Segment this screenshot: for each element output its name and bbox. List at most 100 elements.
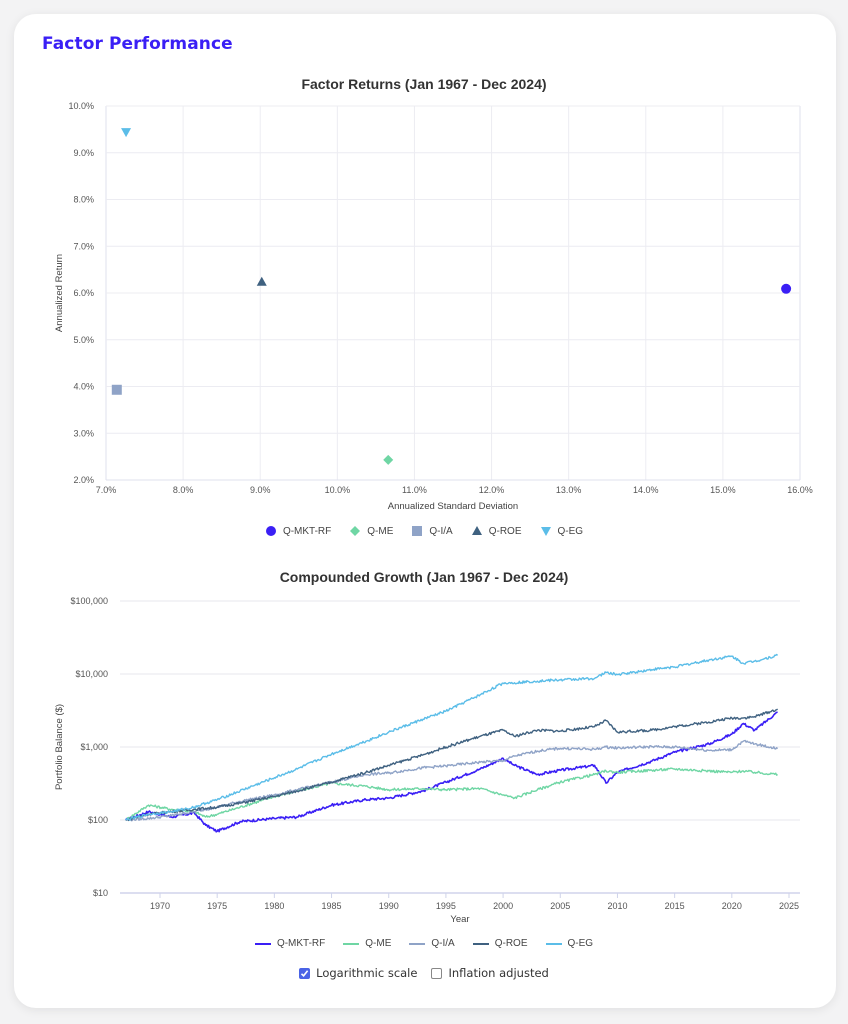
point-q-me[interactable]: [383, 454, 394, 465]
y-tick-label: 7.0%: [73, 241, 94, 251]
x-axis-label: Year: [450, 914, 469, 925]
legend-label: Q-I/A: [429, 525, 453, 537]
y-tick-label: $1,000: [80, 742, 108, 752]
series-line-q-roe[interactable]: [125, 708, 779, 822]
x-tick-label: 12.0%: [479, 485, 505, 495]
y-tick-label: $100: [88, 815, 108, 825]
line-swatch-icon: [343, 942, 360, 945]
y-tick-label: 5.0%: [73, 335, 94, 345]
log-scale-label: Logarithmic scale: [316, 966, 418, 980]
y-tick-label: 10.0%: [68, 101, 94, 111]
legend-label: Q-ME: [367, 525, 394, 537]
y-tick-label: 2.0%: [73, 475, 94, 485]
y-tick-label: $10: [93, 888, 108, 898]
legend-item-q-mkt-rf[interactable]: Q-MKT-RF: [265, 525, 331, 537]
point-q-roe[interactable]: [256, 276, 267, 286]
series-line-q-mkt-rf[interactable]: [125, 711, 778, 833]
legend-label: Q-ROE: [494, 938, 528, 949]
legend-item-q-eg[interactable]: Q-EG: [545, 938, 594, 949]
x-tick-label: 1975: [207, 901, 227, 911]
x-tick-label: 15.0%: [710, 485, 736, 495]
line-chart: $10 $100 $1,000 $10,000 $100,000 1970 1975 1980…: [54, 596, 800, 925]
legend-marker[interactable]: [350, 526, 361, 536]
x-tick-label: 10.0%: [325, 485, 351, 495]
inflation-adjusted-label: Inflation adjusted: [448, 966, 549, 980]
x-tick-label: 9.0%: [250, 485, 271, 495]
line-swatch-icon: [254, 942, 271, 945]
x-tick-label: 7.0%: [96, 485, 117, 495]
legend-item-q-mkt-rf[interactable]: Q-MKT-RF: [254, 938, 326, 949]
x-tick-label: 2015: [665, 901, 685, 911]
x-tick-label: 13.0%: [556, 485, 582, 495]
scatter-legend: Q-MKT-RF Q-ME Q-I/A Q-ROE Q-EG: [0, 525, 848, 537]
x-tick-label: 2020: [722, 901, 742, 911]
x-tick-label: 2000: [493, 901, 513, 911]
y-tick-label: $100,000: [70, 596, 108, 606]
x-tick-label: 11.0%: [402, 485, 427, 495]
checkmark-icon: [301, 969, 309, 977]
y-tick-label: 4.0%: [73, 382, 94, 392]
factor-performance-card: [14, 14, 836, 1008]
x-tick-label: 1990: [379, 901, 399, 911]
x-tick-label: 2010: [607, 901, 627, 911]
y-axis-label: Annualized Return: [54, 254, 65, 332]
series-line-q-eg[interactable]: [125, 653, 779, 821]
legend-label: Q-MKT-RF: [276, 938, 326, 949]
x-axis-label: Annualized Standard Deviation: [388, 501, 518, 512]
triangle-up-marker-icon: [471, 526, 482, 535]
y-tick-label: 6.0%: [73, 288, 94, 298]
legend-label: Q-ROE: [488, 525, 522, 537]
legend-item-q-roe[interactable]: Q-ROE: [472, 938, 528, 949]
triangle-down-marker-icon: [540, 527, 551, 536]
y-tick-label: $10,000: [75, 669, 108, 679]
x-tick-label: 2025: [779, 901, 799, 911]
line-swatch-icon: [409, 942, 426, 945]
x-tick-label: 8.0%: [173, 485, 194, 495]
legend-label: Q-MKT-RF: [282, 525, 332, 537]
legend-item-q-i-a[interactable]: Q-I/A: [409, 938, 455, 949]
page-title: Factor Performance: [42, 34, 233, 54]
legend-item-q-i-a[interactable]: Q-I/A: [411, 525, 453, 537]
legend-marker[interactable]: [540, 527, 551, 536]
inflation-adjusted-checkbox[interactable]: [431, 967, 443, 979]
y-tick-label: 3.0%: [73, 428, 94, 438]
legend-item-q-eg[interactable]: Q-EG: [540, 525, 584, 537]
legend-marker[interactable]: [412, 526, 423, 536]
legend-label: Q-EG: [567, 938, 594, 949]
x-tick-label: 16.0%: [787, 485, 813, 495]
line-swatch-icon: [472, 942, 489, 945]
legend-marker[interactable]: [265, 526, 276, 536]
legend-label: Q-EG: [557, 525, 584, 537]
point-q-mkt-rf[interactable]: [781, 283, 792, 294]
point-q-eg[interactable]: [121, 128, 132, 138]
scatter-chart: 7.0% 8.0% 9.0% 10.0% 11.0% 12.0% 13.0% 14.0% 15.…: [54, 101, 813, 512]
y-tick-label: 9.0%: [73, 148, 94, 158]
legend-item-q-roe[interactable]: Q-ROE: [471, 525, 522, 537]
legend-label: Q-I/A: [431, 938, 455, 949]
x-tick-label: 1980: [264, 901, 284, 911]
legend-label: Q-ME: [365, 938, 392, 949]
legend-marker[interactable]: [471, 526, 482, 535]
scatter-chart-title: Factor Returns (Jan 1967 - Dec 2024): [301, 76, 547, 92]
chart-controls: Logarithmic scale Inflation adjusted: [0, 966, 848, 980]
legend-item-q-me[interactable]: Q-ME: [343, 938, 391, 949]
square-marker-icon: [412, 526, 423, 536]
x-tick-label: 1995: [436, 901, 456, 911]
point-q-i-a[interactable]: [111, 384, 122, 395]
diamond-marker-icon: [350, 526, 361, 536]
line-chart-title: Compounded Growth (Jan 1967 - Dec 2024): [279, 569, 569, 585]
series-line-q-me[interactable]: [125, 767, 778, 821]
legend-item-q-me[interactable]: Q-ME: [349, 525, 393, 537]
log-scale-checkbox[interactable]: [299, 967, 311, 979]
line-legend: Q-MKT-RF Q-ME Q-I/A Q-ROE Q-EG: [0, 938, 848, 949]
circle-marker-icon: [265, 526, 276, 536]
x-tick-label: 1970: [150, 901, 170, 911]
x-tick-label: 2005: [550, 901, 570, 911]
x-tick-label: 1985: [322, 901, 342, 911]
series-line-q-i-a[interactable]: [125, 739, 779, 822]
inflation-adjusted-toggle[interactable]: Inflation adjusted: [431, 966, 549, 980]
line-swatch-icon: [545, 942, 562, 945]
y-axis-label: Portfolio Balance ($): [54, 704, 65, 790]
x-tick-label: 14.0%: [633, 485, 659, 495]
log-scale-toggle[interactable]: Logarithmic scale: [299, 966, 417, 980]
